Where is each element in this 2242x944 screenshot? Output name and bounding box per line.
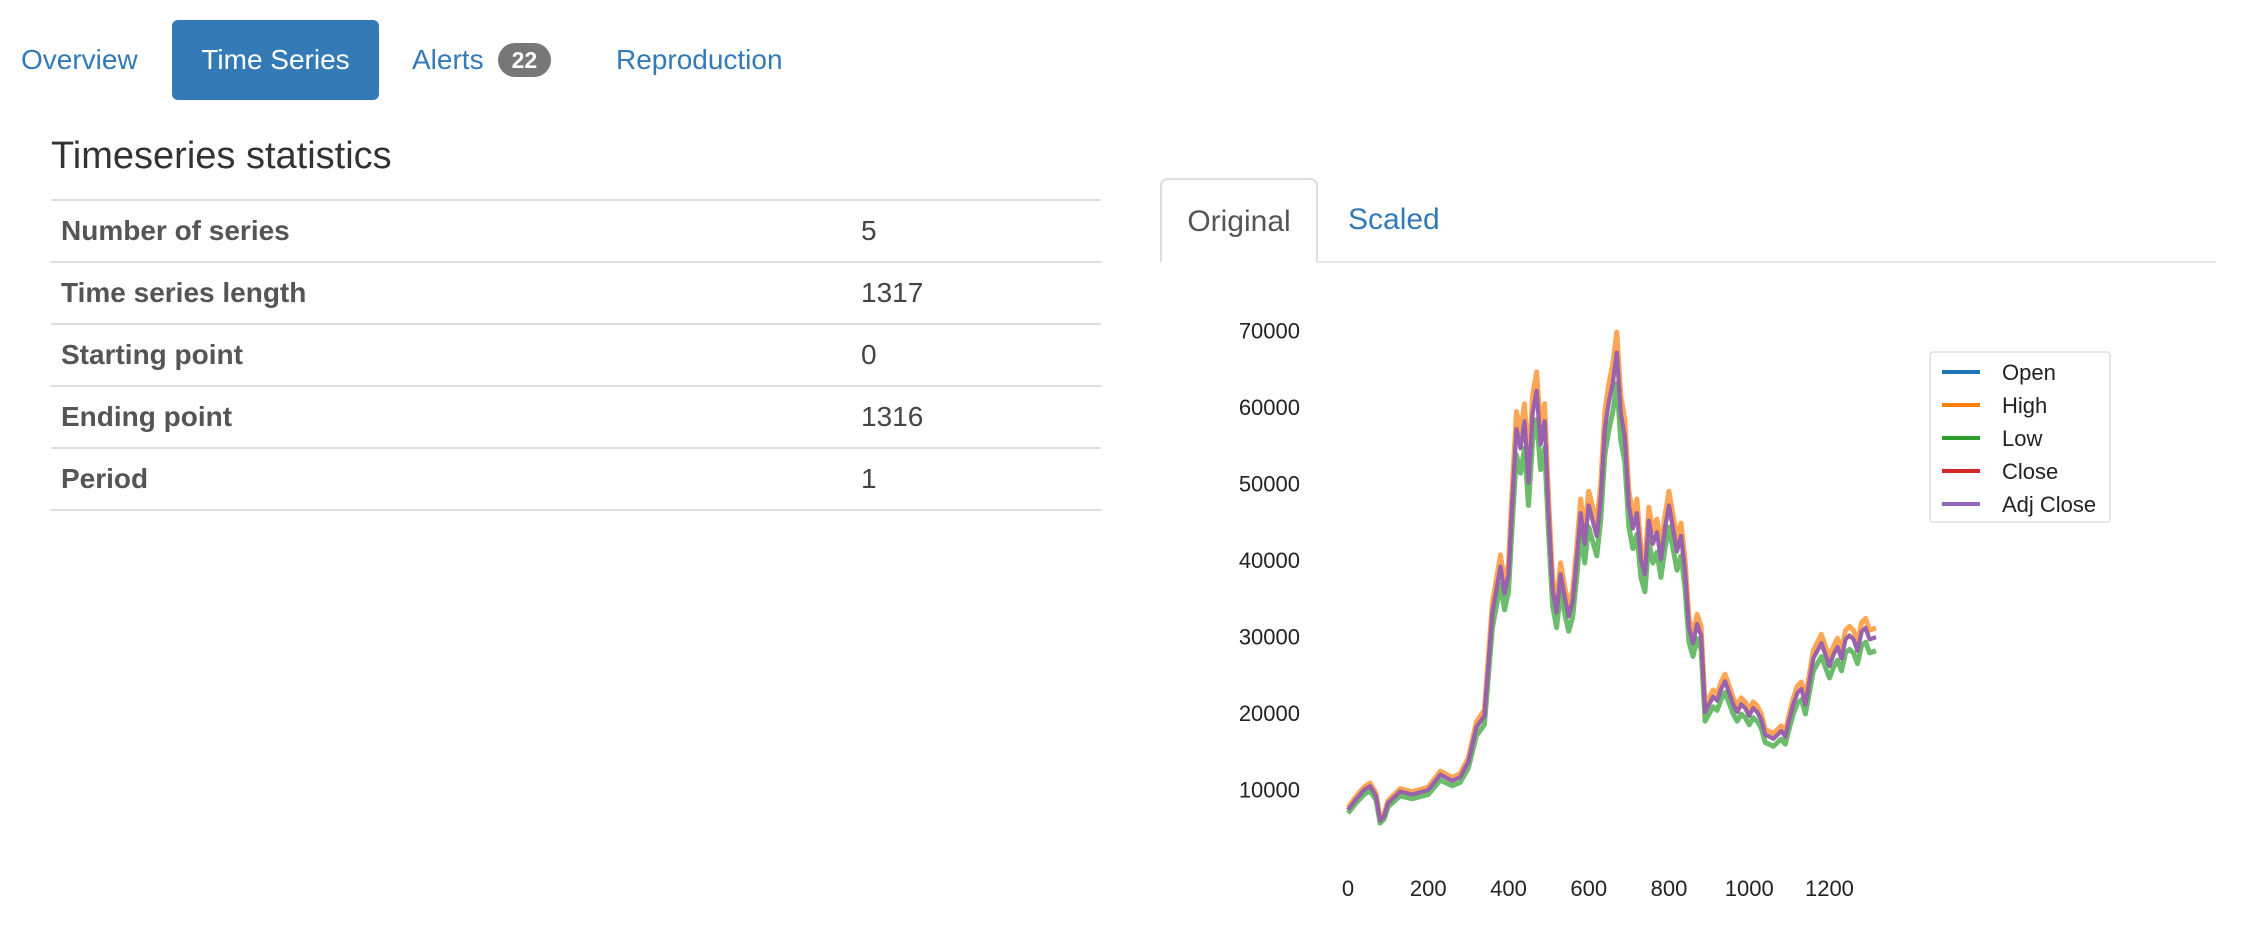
x-tick-label: 0 (1342, 876, 1354, 901)
x-tick-label: 800 (1651, 876, 1688, 901)
stat-label: Starting point (51, 323, 851, 386)
nav-tab-time-series-label: Time Series (201, 44, 350, 75)
timeseries-line-chart: 10000 20000 30000 40000 50000 60000 70000 0 200 4… (1239, 319, 2111, 901)
stats-title: Timeseries statistics (51, 135, 392, 177)
nav-tab-overview[interactable]: Overview (21, 20, 138, 100)
legend-label: Adj Close (2002, 492, 2096, 517)
y-tick-label: 40000 (1239, 548, 1300, 573)
nav-tab-time-series[interactable]: Time Series (172, 20, 379, 100)
stat-label: Ending point (51, 385, 851, 448)
tab-scaled-label: Scaled (1348, 203, 1440, 236)
stat-value: 1317 (851, 261, 1101, 324)
tab-original[interactable]: Original (1160, 178, 1318, 263)
y-tick-label: 60000 (1239, 395, 1300, 420)
tab-original-label: Original (1187, 205, 1291, 238)
table-row: Time series length 1317 (51, 261, 1101, 324)
nav-tab-reproduction-label: Reproduction (616, 44, 783, 75)
stat-value: 0 (851, 323, 1101, 386)
table-row: Period 1 (51, 447, 1101, 511)
legend-label: Low (2002, 426, 2042, 451)
stats-table: Number of series 5 Time series length 13… (51, 199, 1101, 511)
series-line-adj-close (1346, 350, 1877, 823)
legend-box (1929, 351, 2111, 523)
stat-value: 1316 (851, 385, 1101, 448)
x-tick-label: 200 (1410, 876, 1447, 901)
nav-tab-alerts[interactable]: Alerts 22 (412, 20, 552, 100)
stat-label: Number of series (51, 199, 851, 262)
legend-label: Close (2002, 459, 2058, 484)
legend-label: Open (2002, 360, 2056, 385)
nav-tab-reproduction[interactable]: Reproduction (616, 20, 783, 100)
y-tick-label: 70000 (1239, 319, 1300, 344)
y-tick-label: 30000 (1239, 625, 1300, 650)
nav-tab-overview-label: Overview (21, 44, 138, 75)
stat-label: Time series length (51, 261, 851, 324)
series-line-low (1346, 380, 1877, 826)
alerts-count-badge: 22 (497, 42, 552, 77)
y-tick-label: 20000 (1239, 701, 1300, 726)
y-tick-label: 10000 (1239, 777, 1300, 802)
stat-value: 1 (851, 447, 1101, 511)
y-tick-label: 50000 (1239, 472, 1300, 497)
legend-label: High (2002, 393, 2047, 418)
chart-tabs: Original Scaled (1160, 178, 2216, 263)
stat-label: Period (51, 447, 851, 511)
x-tick-label: 600 (1570, 876, 1607, 901)
x-tick-label: 1000 (1725, 876, 1774, 901)
tab-scaled[interactable]: Scaled (1348, 178, 1440, 261)
x-tick-label: 400 (1490, 876, 1527, 901)
table-row: Number of series 5 (51, 199, 1101, 262)
x-tick-label: 1200 (1805, 876, 1854, 901)
stat-value: 5 (851, 199, 1101, 262)
table-row: Starting point 0 (51, 323, 1101, 386)
nav-tab-alerts-label: Alerts (412, 44, 484, 75)
table-row: Ending point 1316 (51, 385, 1101, 448)
